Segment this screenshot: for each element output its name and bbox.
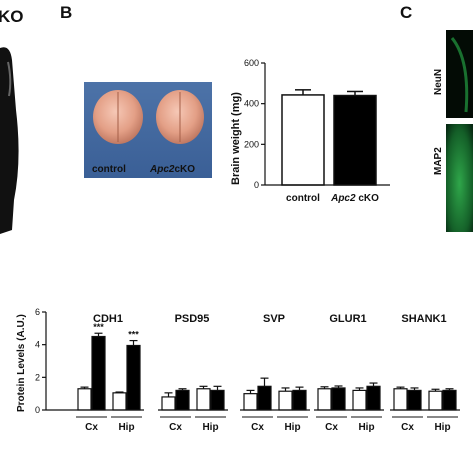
photo-label-control: control: [92, 164, 126, 175]
panel-b-label: B: [60, 3, 72, 22]
protein-levels-chart: Protein Levels (A.U.) 0 2 4 6 CDH1 PSD95 SVP G…: [16, 307, 460, 433]
photo-label-cko: Apc2cKO: [149, 164, 195, 175]
panel-a-fragment: KO: [0, 7, 24, 235]
brain-weight-bar: [281, 94, 325, 186]
protein-bar: [210, 389, 225, 411]
protein-bar: [331, 387, 346, 411]
protein-group-titles: CDH1 PSD95 SVP GLUR1 SHANK1: [93, 313, 447, 325]
protein-group-title: PSD95: [175, 313, 210, 325]
protein-bars: *** ***: [77, 322, 457, 411]
protein-xlabels: Cx Hip Cx Hip Cx Hip Cx Hip Cx Hip: [76, 416, 458, 433]
brain-weight-ytick-label: 0: [254, 180, 259, 190]
protein-group-title: GLUR1: [329, 313, 366, 325]
protein-subgroup-label: Cx: [401, 422, 414, 433]
panel-c-label: C: [400, 3, 412, 22]
protein-ylabel: Protein Levels (A.U.): [16, 314, 27, 412]
protein-subgroup-label: Hip: [118, 422, 134, 433]
protein-bar: [243, 393, 258, 411]
protein-bar: [442, 389, 457, 411]
brain-weight-bar: [333, 94, 377, 186]
protein-bar: [366, 385, 381, 411]
micrograph-neun-label: NeuN: [433, 69, 444, 95]
protein-ytick-label: 6: [35, 307, 40, 317]
brain-weight-ytick-label: 600: [244, 58, 259, 68]
brain-weight-ylabel: Brain weight (mg): [230, 92, 242, 185]
brain-weight-bars: [281, 89, 377, 186]
protein-group-title: CDH1: [93, 313, 123, 325]
micrograph-map2-label: MAP2: [433, 147, 444, 175]
panel-a-brain-silhouette: [0, 47, 19, 235]
micrograph-map2-image: [446, 124, 473, 232]
micrograph-neun-image: [446, 30, 473, 118]
protein-subgroup-label: Hip: [284, 422, 300, 433]
micrograph-neun-signal: [450, 37, 469, 113]
brain-weight-ytick-label: 400: [244, 99, 259, 109]
protein-bar: [428, 390, 443, 411]
protein-bar: [161, 396, 176, 411]
panel-a-label-fragment: KO: [0, 7, 24, 26]
brain-weight-yticks: 0 200 400 600: [244, 58, 265, 190]
micrograph-neun: NeuN: [433, 30, 473, 118]
protein-subgroup-label: Cx: [325, 422, 338, 433]
protein-ytick-label: 4: [35, 340, 40, 350]
protein-bar: [91, 335, 106, 411]
brain-weight-xlabel: Apc2 cKO: [330, 193, 379, 204]
brain-weight-ytick-label: 200: [244, 139, 259, 149]
protein-yticks: 0 2 4 6: [35, 307, 46, 415]
brain-weight-xlabel: control: [286, 193, 320, 204]
protein-significance-mark: ***: [128, 330, 139, 340]
protein-significance-mark: ***: [93, 322, 104, 332]
protein-bar: [352, 389, 367, 411]
brain-weight-chart: Brain weight (mg) 0 200 400 600 control Apc2…: [230, 58, 390, 204]
protein-subgroup-label: Cx: [251, 422, 264, 433]
protein-ytick-label: 2: [35, 372, 40, 382]
protein-bar: [257, 385, 272, 411]
protein-ytick-label: 0: [35, 405, 40, 415]
protein-bar: [317, 388, 332, 411]
protein-bar: [112, 392, 127, 411]
protein-bar: [196, 388, 211, 411]
protein-subgroup-label: Hip: [434, 422, 450, 433]
brain-photo: control Apc2cKO: [84, 82, 212, 178]
panel-a-highlight: [7, 61, 12, 97]
protein-subgroup-label: Cx: [85, 422, 98, 433]
protein-bar: [126, 344, 141, 411]
protein-bar: [77, 388, 92, 411]
protein-bar: [393, 388, 408, 411]
brain-weight-xlabels: control Apc2 cKO: [286, 193, 379, 204]
protein-bar: [175, 389, 190, 411]
protein-group-title: SVP: [263, 313, 285, 325]
protein-bar: [278, 390, 293, 411]
protein-subgroup-label: Hip: [202, 422, 218, 433]
protein-subgroup-label: Cx: [169, 422, 182, 433]
protein-subgroup-label: Hip: [358, 422, 374, 433]
micrograph-map2: MAP2: [433, 124, 473, 232]
protein-bar: [407, 389, 422, 411]
protein-group-title: SHANK1: [401, 313, 446, 325]
protein-bar: [292, 389, 307, 411]
